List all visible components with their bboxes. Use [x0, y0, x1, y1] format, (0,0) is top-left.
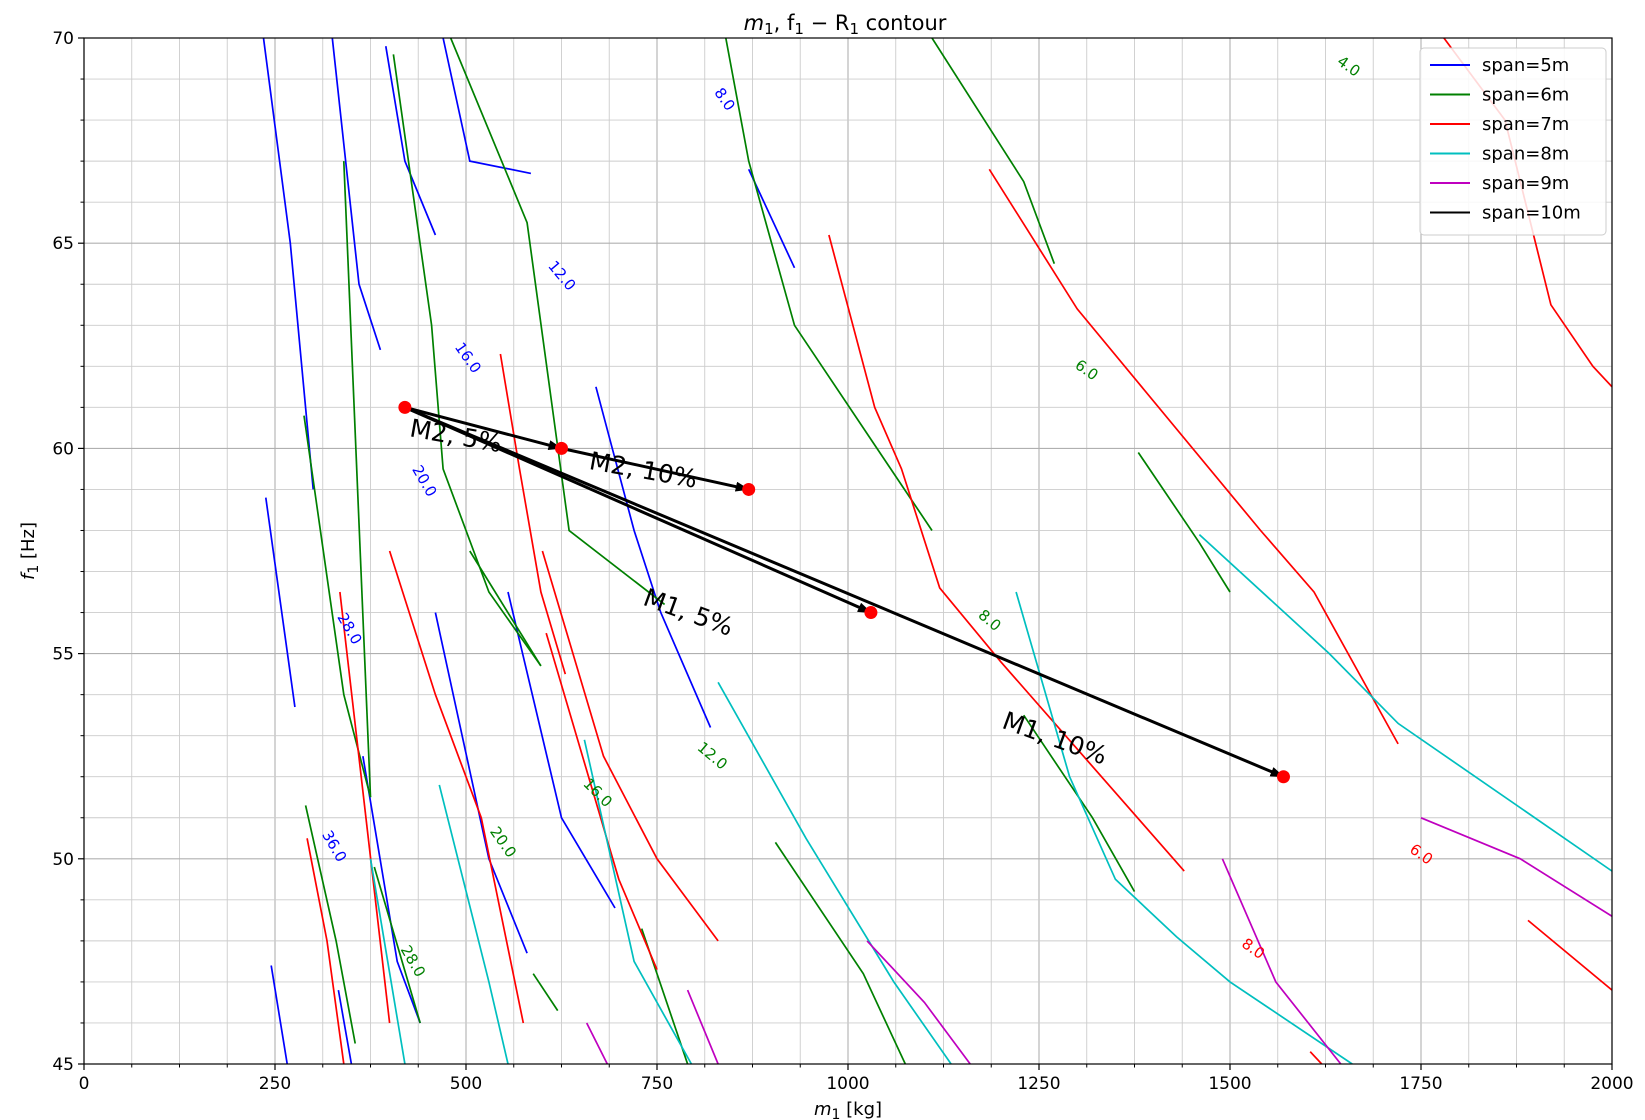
- legend-entry-label: span=6m: [1482, 85, 1569, 106]
- x-axis-label: m1 [kg]: [814, 1099, 882, 1120]
- series-line-5m: [264, 497, 296, 708]
- contour-label: 6.0: [1406, 840, 1436, 868]
- annotation-arrows: M2, 5%M2, 10%M1, 5%M1, 10%: [404, 405, 1285, 779]
- series-line-6m: [392, 54, 542, 667]
- legend-entry-label: span=5m: [1482, 55, 1569, 76]
- annotation-label: M2, 5%: [408, 413, 505, 458]
- contour-label: 20.0: [408, 462, 440, 500]
- series-line-6m: [1022, 714, 1136, 893]
- series-line-6m: [1137, 452, 1231, 593]
- marker-point: [555, 441, 568, 455]
- series-line-6m: [304, 805, 357, 1044]
- axis-ticks: 0 250 500 750 1000 1250 1500 1750 2000 45 50 55 60 65…: [52, 29, 1633, 1094]
- series-line-7m: [988, 168, 1399, 745]
- series-line-9m: [866, 940, 971, 1064]
- series-line-6m: [532, 973, 559, 1012]
- series-line-6m: [373, 866, 422, 1024]
- x-tick-label: 500: [450, 1074, 482, 1094]
- x-tick-label: 1000: [826, 1074, 869, 1094]
- y-axis-label: f1 [Hz]: [18, 522, 42, 580]
- series-line-7m: [1527, 919, 1612, 991]
- legend-entry-label: span=8m: [1482, 144, 1569, 165]
- series-line-5m: [507, 591, 616, 909]
- y-tick-label: 55: [52, 645, 74, 665]
- x-tick-label: 0: [79, 1074, 90, 1094]
- annotation-arrow: [561, 446, 750, 492]
- series-line-6m: [724, 38, 933, 531]
- x-tick-label: 250: [259, 1074, 291, 1094]
- x-tick-label: 1750: [1399, 1074, 1442, 1094]
- series-line-5m: [595, 386, 712, 728]
- series-line-6m: [469, 550, 542, 667]
- series-line-8m: [717, 681, 952, 1064]
- chart-title: m1, f1 − R1 contour: [744, 11, 947, 38]
- series-line-8m: [1015, 591, 1353, 1064]
- contour-label: 4.0: [1334, 52, 1364, 80]
- legend-entry-label: span=9m: [1482, 173, 1569, 194]
- series-line-6m: [303, 415, 372, 798]
- contour-label: 6.0: [1072, 356, 1102, 384]
- series-line-8m: [583, 739, 693, 1064]
- legend-entry-label: span=7m: [1482, 114, 1569, 135]
- grid: [83, 37, 1613, 1065]
- series-line-7m: [541, 550, 719, 942]
- contour-label: 16.0: [580, 775, 616, 811]
- series-line-5m: [384, 46, 437, 236]
- y-tick-label: 50: [52, 850, 74, 870]
- contour-label: 20.0: [486, 823, 520, 861]
- series-line-8m: [369, 858, 406, 1064]
- series-line-8m: [1198, 533, 1612, 872]
- y-tick-label: 65: [52, 234, 74, 254]
- x-tick-label: 2000: [1590, 1074, 1633, 1094]
- marker-point: [742, 482, 756, 496]
- legend-entry-label: span=10m: [1482, 203, 1581, 224]
- x-tick-label: 1250: [1017, 1074, 1060, 1094]
- series-line-5m: [442, 38, 532, 175]
- annotation-label: M2, 10%: [587, 446, 699, 493]
- annotation-label: M1, 5%: [640, 583, 737, 642]
- series-line-9m: [585, 1022, 609, 1064]
- series-line-9m: [686, 989, 719, 1064]
- series-line-9m: [1420, 817, 1612, 918]
- contour-label: 8.0: [975, 606, 1005, 635]
- series-line-7m: [828, 234, 1185, 872]
- series-line-8m: [438, 784, 509, 1064]
- annotation-arrow: [404, 405, 563, 450]
- marker-points: [398, 400, 1290, 784]
- annotation-arrow: [404, 405, 1285, 779]
- series-line-7m: [306, 838, 345, 1064]
- series-line-6m: [931, 38, 1056, 264]
- series-line-6m: [774, 841, 907, 1064]
- marker-point: [398, 400, 412, 414]
- series-line-9m: [1221, 858, 1342, 1064]
- series-line-5m: [362, 756, 421, 1024]
- series-line-6m: [449, 38, 666, 606]
- y-tick-label: 60: [52, 439, 74, 459]
- legend: span=5m span=6m span=7m span=8m span=9m span=…: [1419, 47, 1607, 236]
- contour-label: 8.0: [1238, 934, 1268, 962]
- x-tick-label: 750: [641, 1074, 673, 1094]
- title-symbol-m: m: [744, 11, 764, 35]
- y-tick-label: 70: [52, 29, 74, 49]
- marker-point: [1276, 770, 1290, 784]
- series-lines: [262, 38, 1612, 1064]
- series-line-7m: [388, 550, 525, 1024]
- series-line-7m: [339, 591, 391, 1024]
- contour-label: 16.0: [451, 339, 485, 377]
- series-line-6m: [342, 161, 372, 798]
- series-line-5m: [270, 965, 289, 1064]
- marker-point: [864, 606, 878, 620]
- contour-label: 12.0: [694, 738, 731, 773]
- y-tick-label: 45: [52, 1055, 74, 1075]
- series-line-5m: [337, 989, 353, 1064]
- contour-label: 12.0: [544, 257, 579, 294]
- series-line-5m: [262, 38, 315, 490]
- series-line-7m: [499, 353, 567, 675]
- series-line-5m: [331, 38, 382, 351]
- x-tick-label: 1500: [1208, 1074, 1251, 1094]
- series-line-7m: [545, 632, 658, 970]
- contour-label: 28.0: [333, 610, 365, 648]
- series-line-7m: [1309, 1051, 1323, 1064]
